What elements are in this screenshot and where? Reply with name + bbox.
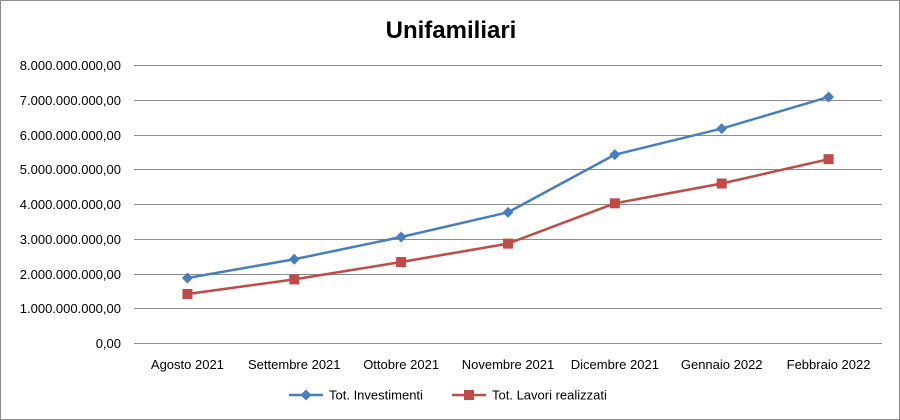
data-point [289,274,300,285]
y-tick-label: 5.000.000.000,00 [20,162,121,177]
chart-title: Unifamiliari [386,17,517,44]
y-axis-tick-labels: 0,00 1.000.000.000,00 2.000.000.000,00 3.00… [20,58,121,351]
legend-item: Tot. Investimenti [289,388,423,403]
x-tick-label: Febbraio 2022 [787,357,871,372]
data-point [502,206,514,218]
legend-marker [300,389,312,401]
legend-label: Tot. Lavori realizzati [492,388,607,403]
data-point [609,198,620,209]
legend-label: Tot. Investimenti [329,388,423,403]
y-tick-label: 6.000.000.000,00 [20,128,121,143]
data-point [609,149,621,161]
series-line [187,157,829,296]
y-tick-label: 1.000.000.000,00 [20,301,121,316]
data-point [823,91,835,103]
x-tick-label: Ottobre 2021 [363,357,439,372]
data-point [716,123,728,135]
series-lines [181,91,835,300]
data-point [182,289,193,300]
y-tick-label: 0,00 [96,336,121,351]
data-point [181,272,193,284]
data-point [396,257,407,268]
y-tick-label: 3.000.000.000,00 [20,232,121,247]
series-1 [182,154,834,300]
series-0 [181,91,835,284]
x-tick-label: Agosto 2021 [151,357,224,372]
gridlines [134,65,882,344]
x-tick-label: Novembre 2021 [462,357,555,372]
x-tick-label: Settembre 2021 [248,357,341,372]
series-line [187,95,829,280]
legend-item: Tot. Lavori realizzati [452,388,607,403]
data-point [823,154,834,165]
legend: Tot. Investimenti Tot. Lavori realizzati [289,388,607,403]
legend-marker [464,390,474,400]
data-point [395,231,407,243]
x-tick-label: Dicembre 2021 [571,357,659,372]
y-tick-label: 7.000.000.000,00 [20,93,121,108]
data-point [716,178,727,189]
y-tick-label: 4.000.000.000,00 [20,197,121,212]
x-axis-tick-labels: Agosto 2021 Settembre 2021 Ottobre 2021 Nov… [151,357,871,372]
data-point [503,238,513,249]
y-tick-label: 2.000.000.000,00 [20,267,121,282]
data-point [288,253,300,265]
y-tick-label: 8.000.000.000,00 [20,58,121,73]
x-tick-label: Gennaio 2022 [681,357,763,372]
